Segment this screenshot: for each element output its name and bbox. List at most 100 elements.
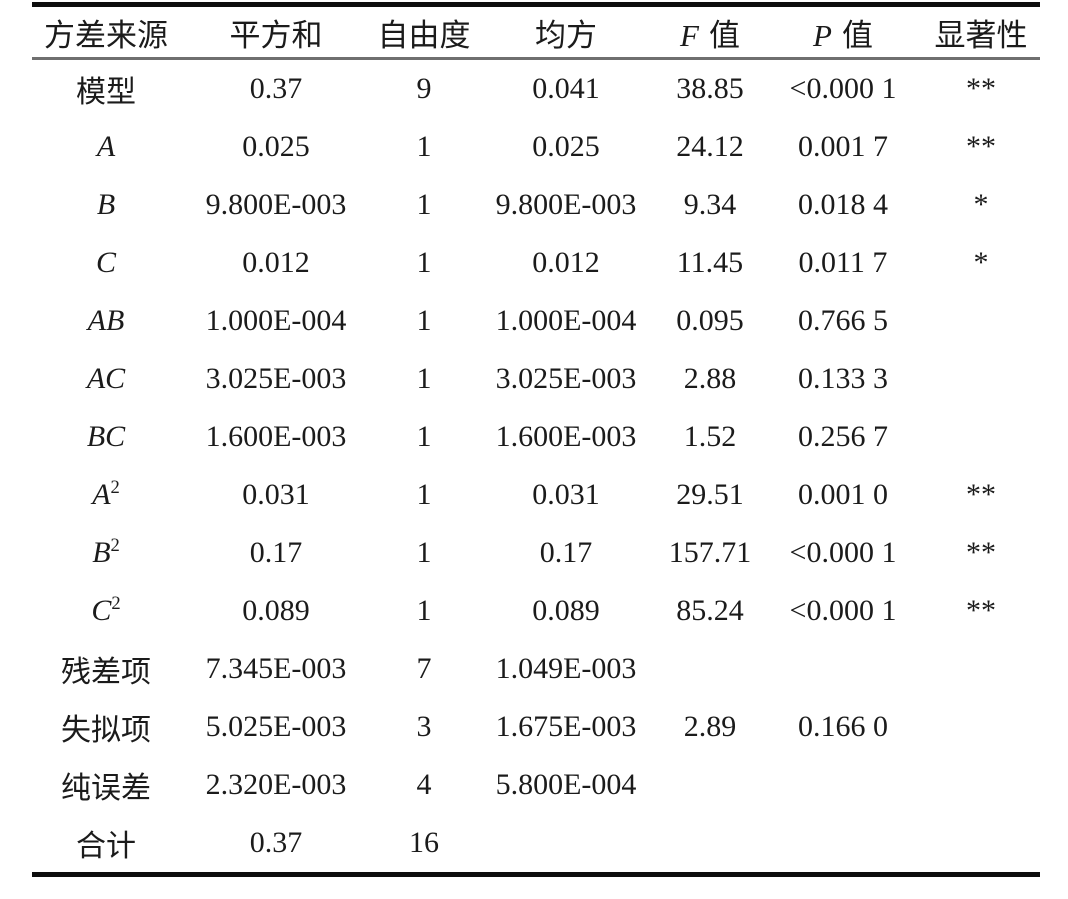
cell-sum-of-squares: 0.031	[242, 478, 310, 511]
table-row: C2 0.089 1 0.089 85.24 <0.000 1 **	[32, 582, 1040, 640]
cell-mean-square: 1.000E-004	[495, 304, 637, 337]
cell-source: A	[32, 118, 180, 176]
cell-source: 模型	[32, 59, 180, 119]
cell-mean-square: 0.17	[539, 536, 593, 569]
header-label: 值	[841, 17, 873, 53]
header-italic-symbol: F	[680, 17, 699, 53]
cell-sum-of-squares: 0.37	[249, 826, 303, 859]
cell-p-value: <0.000 1	[789, 536, 897, 569]
cell-f-value: 38.85	[676, 72, 744, 105]
cell-mean-square: 0.031	[532, 478, 600, 511]
cell-sum-of-squares: 0.17	[249, 536, 303, 569]
source-label: C	[95, 246, 116, 279]
cell-mean-square: 5.800E-004	[495, 768, 637, 801]
cell-sum-of-squares: 5.025E-003	[205, 710, 347, 743]
cell-degrees-of-freedom: 4	[416, 768, 432, 801]
cell-significance	[922, 756, 1040, 814]
cell-p-value: 0.133 3	[798, 362, 888, 395]
source-label: C	[91, 594, 112, 627]
cell-source: 合计	[32, 814, 180, 875]
cell-mean-square: 3.025E-003	[495, 362, 637, 395]
cell-mean-square: 0.025	[532, 130, 600, 163]
header-label: 值	[708, 17, 740, 53]
cell-sum-of-squares: 3.025E-003	[205, 362, 347, 395]
cell-significance	[922, 640, 1040, 698]
cell-significance	[922, 408, 1040, 466]
table-row: AC 3.025E-003 1 3.025E-003 2.88 0.133 3	[32, 350, 1040, 408]
cell-mean-square: 1.600E-003	[495, 420, 637, 453]
source-label: 合计	[76, 830, 136, 863]
cell-source: 纯误差	[32, 756, 180, 814]
cell-degrees-of-freedom: 1	[416, 304, 432, 337]
cell-significance: **	[966, 478, 996, 511]
cell-p-value	[764, 814, 922, 875]
cell-significance: *	[973, 188, 989, 221]
source-label: AC	[86, 362, 126, 395]
cell-p-value: 0.018 4	[798, 188, 888, 221]
table-row: 残差项 7.345E-003 7 1.049E-003	[32, 640, 1040, 698]
cell-p-value: 0.766 5	[798, 304, 888, 337]
cell-mean-square: 0.012	[532, 246, 600, 279]
cell-degrees-of-freedom: 7	[416, 652, 432, 685]
cell-p-value: 0.011 7	[798, 246, 888, 279]
cell-f-value: 157.71	[668, 536, 752, 569]
table-row: A2 0.031 1 0.031 29.51 0.001 0 **	[32, 466, 1040, 524]
anova-table-body: 模型 0.37 9 0.041 38.85 <0.000 1 ** A 0.025 1 0.025 2…	[32, 59, 1040, 875]
table-row: B2 0.17 1 0.17 157.71 <0.000 1 **	[32, 524, 1040, 582]
table-row: 纯误差 2.320E-003 4 5.800E-004	[32, 756, 1040, 814]
cell-p-value: 0.001 0	[798, 478, 888, 511]
cell-mean-square: 1.049E-003	[495, 652, 637, 685]
cell-significance	[922, 350, 1040, 408]
cell-sum-of-squares: 2.320E-003	[205, 768, 347, 801]
cell-sum-of-squares: 9.800E-003	[205, 188, 347, 221]
table-row: A 0.025 1 0.025 24.12 0.001 7 **	[32, 118, 1040, 176]
cell-p-value: 0.256 7	[798, 420, 888, 453]
cell-significance: *	[973, 246, 989, 279]
header-italic-symbol: P	[813, 17, 832, 53]
header-label: 均方	[535, 17, 597, 53]
source-superscript: 2	[111, 593, 121, 614]
header-significance: 显著性	[922, 4, 1040, 60]
source-label: 残差项	[61, 656, 151, 689]
cell-source: B2	[32, 524, 180, 582]
table-row: 合计 0.37 16	[32, 814, 1040, 875]
cell-degrees-of-freedom: 1	[416, 420, 432, 453]
header-row: 方差来源 平方和 自由度 均方 F 值 P 值显著性	[32, 4, 1040, 60]
source-label: B	[96, 188, 116, 221]
cell-degrees-of-freedom: 1	[416, 246, 432, 279]
header-label: 平方和	[229, 17, 323, 53]
cell-p-value: <0.000 1	[789, 72, 897, 105]
cell-significance: **	[966, 72, 996, 105]
cell-source: 失拟项	[32, 698, 180, 756]
header-source: 方差来源	[32, 4, 180, 60]
header-label: 显著性	[934, 17, 1028, 53]
header-degrees-of-freedom: 自由度	[372, 4, 476, 60]
cell-p-value	[764, 640, 922, 698]
source-superscript: 2	[110, 477, 120, 498]
cell-degrees-of-freedom: 1	[416, 188, 432, 221]
cell-f-value: 29.51	[676, 478, 744, 511]
cell-significance	[922, 292, 1040, 350]
cell-degrees-of-freedom: 1	[416, 594, 432, 627]
cell-p-value	[764, 756, 922, 814]
cell-source: C2	[32, 582, 180, 640]
cell-sum-of-squares: 0.089	[242, 594, 310, 627]
cell-f-value	[656, 814, 764, 875]
table-row: BC 1.600E-003 1 1.600E-003 1.52 0.256 7	[32, 408, 1040, 466]
cell-sum-of-squares: 0.012	[242, 246, 310, 279]
cell-mean-square	[476, 814, 656, 875]
cell-source: AB	[32, 292, 180, 350]
cell-mean-square: 0.041	[532, 72, 600, 105]
header-label: 自由度	[377, 17, 471, 53]
table-row: 失拟项 5.025E-003 3 1.675E-003 2.89 0.166 0	[32, 698, 1040, 756]
cell-degrees-of-freedom: 1	[416, 478, 432, 511]
cell-source: A2	[32, 466, 180, 524]
cell-p-value: 0.166 0	[798, 710, 888, 743]
cell-degrees-of-freedom: 1	[416, 362, 432, 395]
cell-sum-of-squares: 7.345E-003	[205, 652, 347, 685]
cell-mean-square: 1.675E-003	[495, 710, 637, 743]
cell-sum-of-squares: 0.37	[249, 72, 303, 105]
cell-source: 残差项	[32, 640, 180, 698]
